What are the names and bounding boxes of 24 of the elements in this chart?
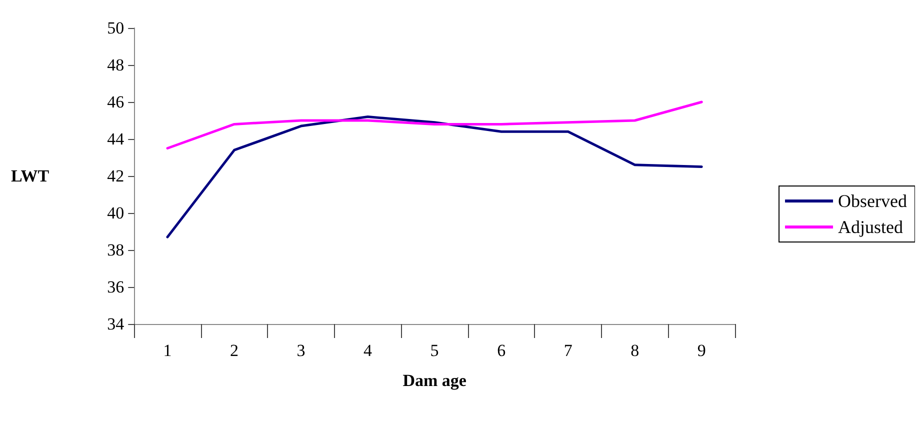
x-axis-title: Dam age: [402, 371, 467, 390]
y-tick-label: 36: [107, 278, 124, 296]
x-tick-label: 9: [697, 341, 706, 360]
line-series: [166, 100, 703, 150]
y-axis-title: LWT: [10, 166, 50, 186]
y-tick-label: 40: [107, 204, 124, 222]
y-tick-label: 44: [107, 130, 125, 148]
y-tick-label: 38: [107, 240, 124, 260]
y-tick-label: 46: [107, 92, 124, 112]
y-tick-label: 42: [107, 166, 124, 186]
y-tick-label: 34: [107, 314, 125, 334]
x-tick-label: 1: [163, 341, 172, 360]
legend-label: Observed: [838, 191, 908, 211]
x-tick-label: 3: [296, 341, 306, 360]
x-tick-label: 4: [364, 341, 373, 360]
x-tick-label: 2: [230, 341, 239, 360]
x-tick-label: 6: [497, 341, 506, 360]
legend-label: Adjusted: [838, 217, 904, 237]
x-tick-label: 7: [564, 341, 573, 360]
y-tick-label: 50: [107, 18, 124, 38]
line-series: [166, 116, 703, 238]
x-tick-label: 5: [430, 341, 439, 360]
y-tick-label: 48: [107, 56, 124, 74]
x-tick-label: 8: [630, 341, 640, 360]
